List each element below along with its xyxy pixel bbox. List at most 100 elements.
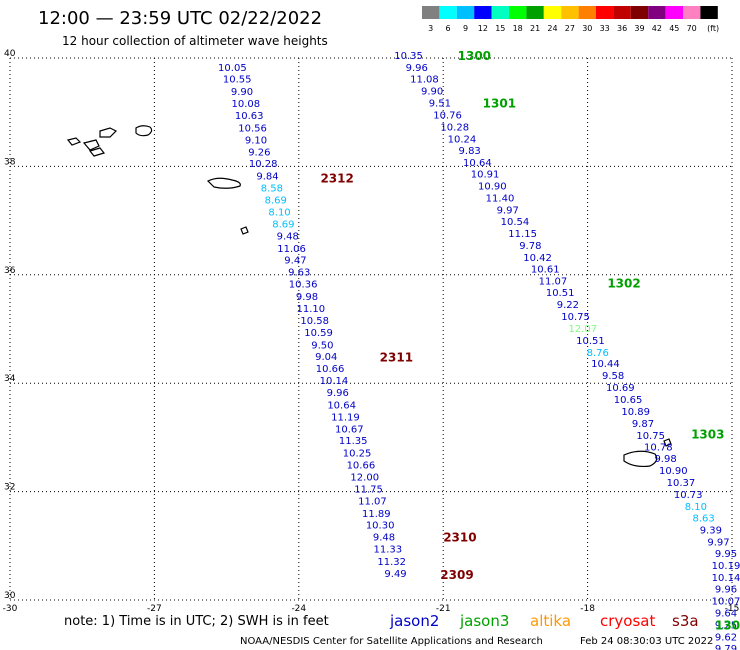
y-tick-label: 30 xyxy=(4,591,16,601)
wave-height-value: 11.35 xyxy=(339,436,368,447)
legend-label: 24 xyxy=(547,24,557,33)
wave-height-value: 9.39 xyxy=(700,526,722,537)
island-outline xyxy=(240,226,249,235)
legend-label: 18 xyxy=(513,24,523,33)
wave-height-value: 9.63 xyxy=(288,268,310,279)
legend-label: 45 xyxy=(669,24,679,33)
wave-height-value: 10.05 xyxy=(218,63,247,74)
wave-height-value: 9.58 xyxy=(602,371,624,382)
wave-height-value: 10.76 xyxy=(433,110,462,121)
wave-height-value: 11.33 xyxy=(374,545,403,556)
legend-swatch xyxy=(456,6,475,19)
pass-time-label: 2312 xyxy=(320,171,353,185)
legend-swatch xyxy=(561,6,579,19)
timestamp-text: Feb 24 08:30:03 UTC 2022 xyxy=(580,636,713,647)
legend-label: 21 xyxy=(530,24,540,33)
units-note: note: 1) Time is in UTC; 2) SWH is in fe… xyxy=(64,614,329,629)
legend-swatch xyxy=(439,6,457,19)
wave-height-value: 11.15 xyxy=(508,229,537,240)
wave-height-value: 9.49 xyxy=(384,569,406,580)
y-tick-label: 32 xyxy=(4,483,15,493)
wave-height-value: 8.76 xyxy=(587,348,609,359)
legend-swatch xyxy=(474,6,492,19)
y-tick-label: 36 xyxy=(4,266,16,276)
wave-height-value: 9.78 xyxy=(519,241,541,252)
axis-ticks: -30 -27 -24 -21 -18 -15 30 32 34 36 38 40 xyxy=(3,49,740,614)
land-outlines xyxy=(66,125,672,468)
wave-height-value: 9.25 xyxy=(715,620,737,631)
legend-label: 12 xyxy=(478,24,488,33)
wave-height-value: 10.24 xyxy=(448,134,477,145)
wave-height-value: 9.22 xyxy=(557,300,579,311)
island-outline xyxy=(623,450,658,468)
wave-height-value: 11.32 xyxy=(377,557,406,568)
satellite-name: s3a xyxy=(672,612,699,630)
wave-height-value: 10.61 xyxy=(531,264,560,275)
wave-height-value: 10.28 xyxy=(249,159,278,170)
wave-height-value: 11.07 xyxy=(358,496,387,507)
wave-height-value: 10.14 xyxy=(320,376,349,387)
wave-height-value: 9.83 xyxy=(459,146,481,157)
wave-height-value: 11.08 xyxy=(410,75,439,86)
island-outline xyxy=(663,438,672,447)
wave-height-value: 11.10 xyxy=(297,304,326,315)
wave-height-value: 9.26 xyxy=(248,147,270,158)
wave-height-value: 8.69 xyxy=(265,196,287,207)
y-tick-label: 40 xyxy=(4,49,16,59)
wave-height-value: 10.55 xyxy=(223,75,252,86)
legend-label: 33 xyxy=(600,24,610,33)
wave-height-value: 10.66 xyxy=(316,364,345,375)
legend-label: 39 xyxy=(634,24,644,33)
wave-height-value: 10.89 xyxy=(621,407,650,418)
wave-height-value: 10.07 xyxy=(712,597,740,608)
island-outline xyxy=(82,139,100,151)
x-tick-label: -15 xyxy=(725,604,740,614)
wave-height-value: 9.90 xyxy=(231,87,253,98)
satellite-legend: jason2 jason3 altika cryosat s3a xyxy=(389,612,699,630)
wave-height-value: 8.10 xyxy=(685,502,707,513)
legend-swatch xyxy=(543,6,562,19)
legend-swatch xyxy=(596,6,614,19)
wave-height-value: 11.06 xyxy=(277,244,306,255)
y-tick-label: 38 xyxy=(4,157,16,167)
chart-subtitle: 12 hour collection of altimeter wave hei… xyxy=(62,34,328,48)
legend-label: (ft) xyxy=(707,24,719,33)
wave-height-value: 10.90 xyxy=(659,466,688,477)
y-tick-label: 34 xyxy=(4,374,16,384)
wave-height-values: 10.0510.559.9010.0810.6310.569.109.2610.… xyxy=(218,51,740,650)
wave-height-value: 9.51 xyxy=(429,99,451,110)
pass-time-label: 1301 xyxy=(483,97,516,111)
satellite-name: jason2 xyxy=(389,612,439,630)
wave-height-value: 9.64 xyxy=(715,609,737,620)
legend-label: 9 xyxy=(463,24,468,33)
wave-height-value: 10.35 xyxy=(394,51,423,62)
legend-label: 3 xyxy=(428,24,433,33)
satellite-name: jason3 xyxy=(459,612,509,630)
wave-height-value: 11.19 xyxy=(331,412,360,423)
island-outline xyxy=(99,127,118,138)
legend-swatch xyxy=(648,6,666,19)
wave-height-value: 10.36 xyxy=(289,280,318,291)
wave-height-value: 11.75 xyxy=(354,484,383,495)
x-tick-label: -21 xyxy=(436,604,451,614)
wave-height-value: 12.07 xyxy=(568,324,597,335)
wave-height-value: 9.48 xyxy=(277,231,299,242)
wave-height-value: 9.95 xyxy=(715,549,737,560)
pass-time-label: 130 xyxy=(715,618,740,632)
wave-height-value: 8.69 xyxy=(272,219,294,230)
wave-height-value: 10.67 xyxy=(335,424,364,435)
legend-swatch xyxy=(526,6,544,19)
legend-swatch xyxy=(665,6,683,19)
wave-height-value: 10.78 xyxy=(644,443,673,454)
credit-text: NOAA/NESDIS Center for Satellite Applica… xyxy=(240,636,543,647)
pass-time-label: 1302 xyxy=(607,276,640,290)
x-tick-label: -24 xyxy=(291,604,306,614)
legend-label: 42 xyxy=(652,24,662,33)
legend-swatch xyxy=(683,6,701,19)
wave-height-value: 8.10 xyxy=(268,207,290,218)
wave-height-value: 11.89 xyxy=(362,509,391,520)
wave-height-value: 10.63 xyxy=(235,111,264,122)
pass-time-label: 2309 xyxy=(440,568,473,582)
wave-height-value: 9.87 xyxy=(632,419,654,430)
wave-height-value: 10.54 xyxy=(501,217,530,228)
